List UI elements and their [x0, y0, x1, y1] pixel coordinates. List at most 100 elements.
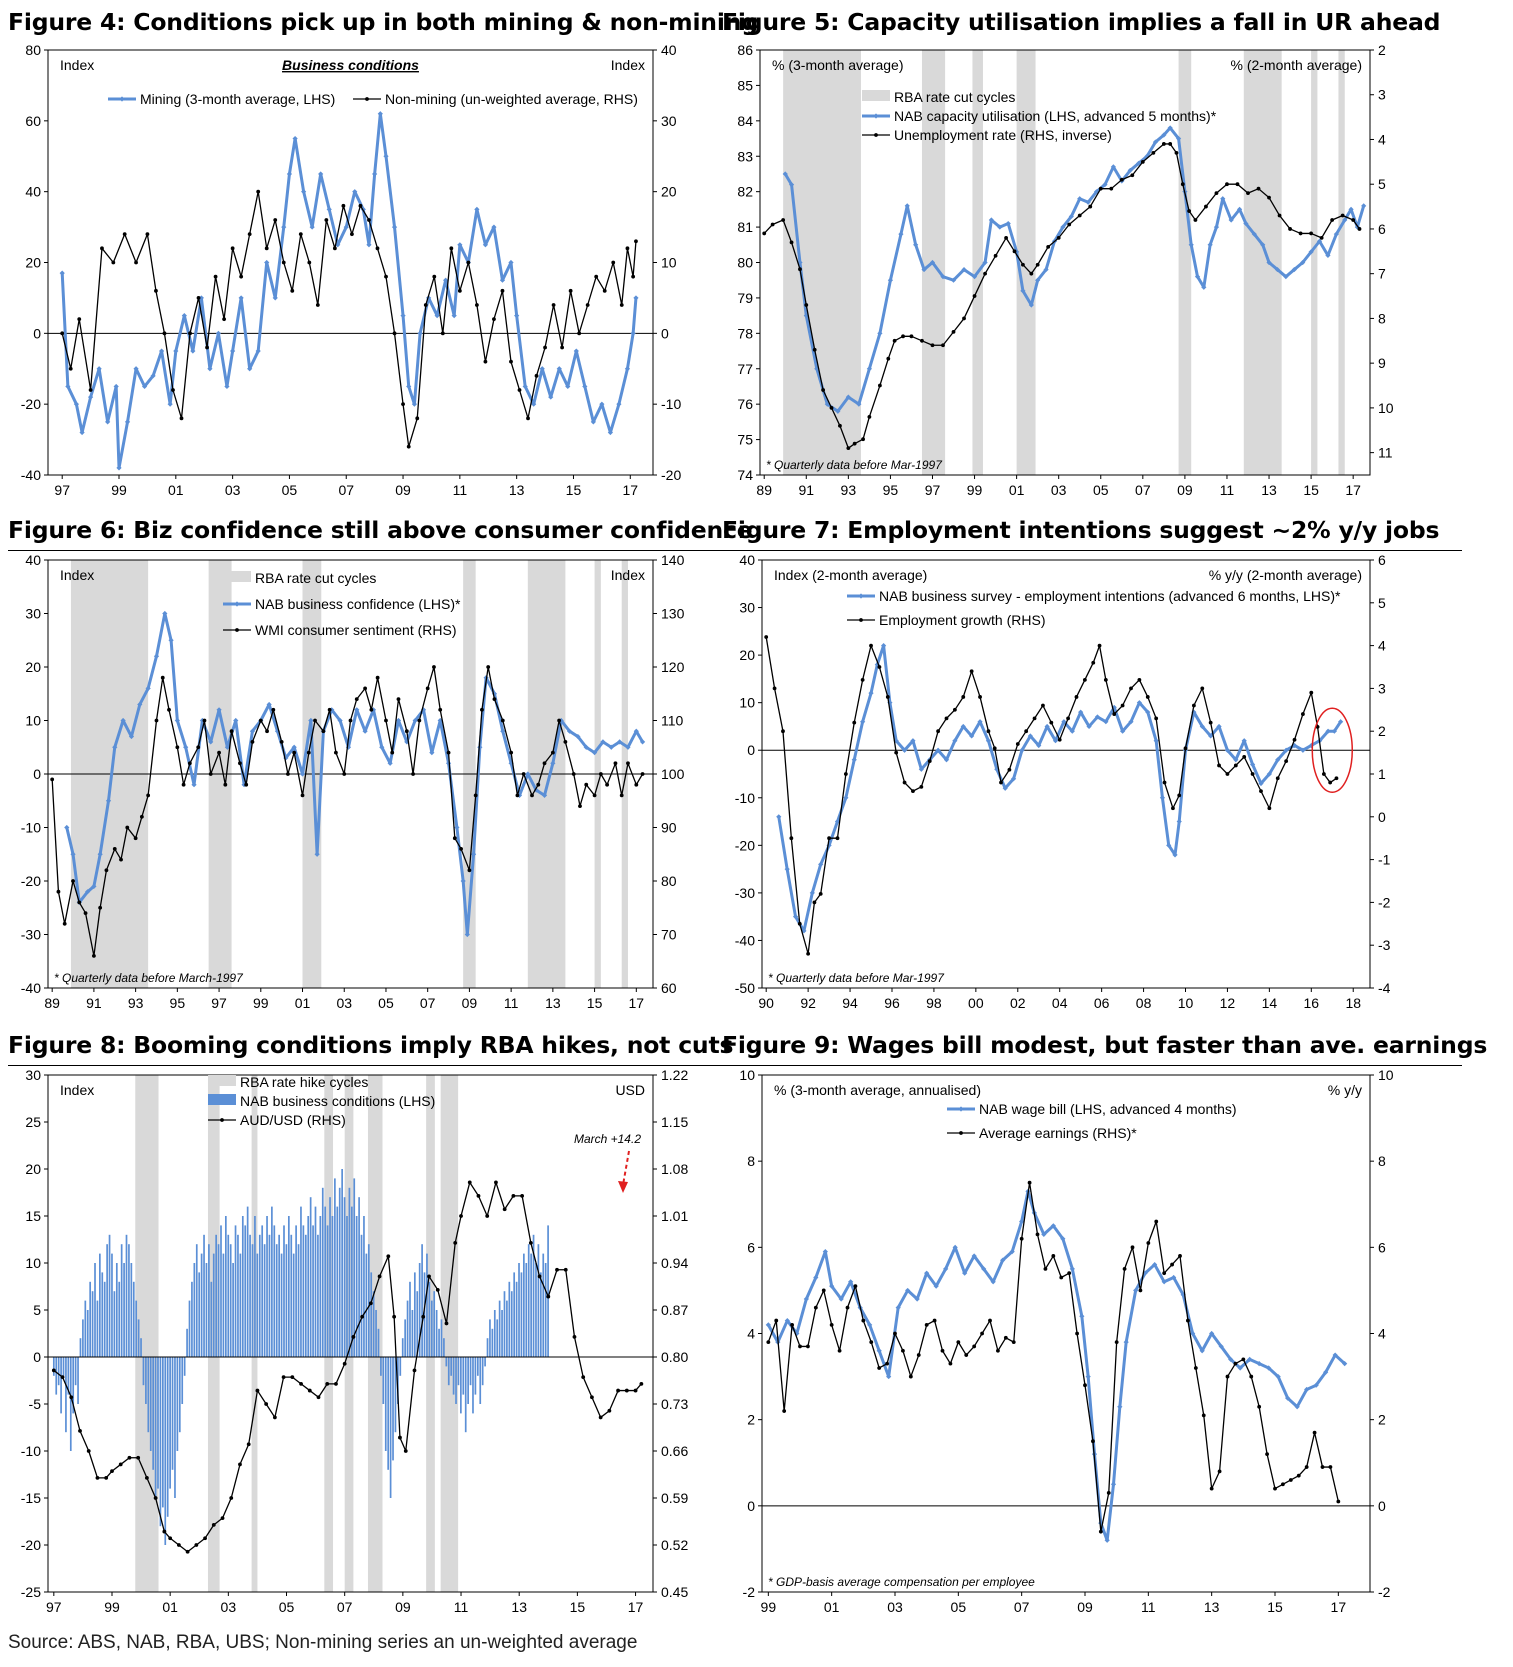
- data-point: [264, 259, 270, 266]
- bar-185: [501, 1310, 503, 1357]
- x-tick-label: 97: [925, 482, 941, 498]
- data-point: [560, 345, 565, 350]
- bar-44: [159, 1357, 162, 1527]
- data-point: [1309, 690, 1314, 695]
- data-point: [392, 1314, 397, 1319]
- data-point: [986, 729, 991, 734]
- data-point: [406, 383, 412, 390]
- data-point: [1136, 160, 1142, 166]
- y-left-tick-label: -20: [21, 1537, 41, 1553]
- data-point: [1066, 716, 1070, 721]
- legend-swatch-marker: [220, 1118, 224, 1122]
- data-point: [264, 1402, 269, 1406]
- data-point: [300, 793, 305, 798]
- y-left-tick-label: -40: [21, 467, 41, 483]
- data-point: [1190, 1330, 1196, 1337]
- x-tick-label: 09: [462, 995, 478, 1011]
- bar-3: [60, 1357, 62, 1414]
- y-left-tick-label: 80: [737, 255, 753, 271]
- x-tick-label: 99: [104, 1599, 120, 1615]
- data-point: [1309, 231, 1314, 236]
- data-point: [1332, 1352, 1338, 1358]
- data-point: [1178, 1254, 1182, 1258]
- legend: RBA rate cut cycles NAB capacity utilisat…: [862, 89, 1217, 143]
- bar-27: [118, 1281, 121, 1357]
- data-point: [299, 1381, 303, 1386]
- data-point: [806, 951, 811, 956]
- x-tick-label: 01: [1009, 482, 1025, 498]
- data-point: [543, 345, 547, 350]
- data-point: [514, 313, 520, 319]
- bar-69: [220, 1225, 222, 1357]
- bar-49: [171, 1357, 174, 1470]
- data-point: [1170, 1262, 1174, 1267]
- data-point: [935, 747, 941, 753]
- footnote: * GDP-basis average compensation per emp…: [768, 1575, 1035, 1589]
- bar-35: [137, 1319, 140, 1357]
- data-point: [1325, 252, 1331, 259]
- data-point: [247, 366, 253, 372]
- bar-7: [69, 1357, 72, 1451]
- y-left-tick-label: 82: [737, 184, 753, 200]
- data-point: [598, 772, 603, 776]
- data-point: [877, 383, 882, 388]
- data-point: [324, 218, 329, 222]
- data-point: [354, 697, 359, 701]
- legend: NAB wage bill (LHS, advanced 4 months) Av…: [947, 1101, 1237, 1141]
- data-point: [264, 246, 269, 251]
- bar-13: [84, 1300, 87, 1357]
- data-point: [613, 761, 618, 766]
- x-tick-label: 17: [622, 482, 638, 498]
- y-right-tick-label: -1: [1378, 852, 1391, 868]
- data-point: [255, 1388, 260, 1393]
- x-tick-label: 07: [420, 995, 436, 1011]
- data-point: [789, 240, 794, 245]
- data-point: [867, 1322, 873, 1328]
- figure-9-title: Figure 9: Wages bill modest, but faster …: [722, 1025, 1487, 1066]
- data-point: [1209, 1330, 1215, 1337]
- data-point: [886, 1373, 892, 1380]
- data-point: [387, 760, 393, 766]
- data-point: [301, 189, 307, 195]
- y-right-tick-label: 8: [1378, 310, 1386, 326]
- x-tick-label: 07: [338, 482, 354, 498]
- data-point: [112, 847, 117, 851]
- data-point: [932, 1318, 937, 1323]
- x-tick-label: 13: [545, 995, 561, 1011]
- legend-label: Average earnings (RHS)*: [979, 1125, 1137, 1141]
- bar-132: [372, 1291, 375, 1357]
- bar-57: [191, 1281, 193, 1357]
- legend-label: Employment growth (RHS): [879, 612, 1046, 628]
- bar-8: [72, 1357, 75, 1414]
- data-point: [1002, 785, 1008, 791]
- data-point: [536, 782, 541, 787]
- data-point: [846, 446, 851, 451]
- data-point: [901, 1348, 905, 1353]
- bar-16: [91, 1291, 94, 1357]
- y-left-axis-label: Index: [60, 1082, 94, 1098]
- data-point: [1201, 1413, 1206, 1418]
- data-point: [265, 729, 269, 734]
- shade-band-7: [440, 1075, 459, 1592]
- data-point: [1224, 747, 1231, 753]
- x-tick-label: 05: [279, 1599, 295, 1615]
- data-point: [1091, 660, 1096, 665]
- bar-97: [287, 1216, 290, 1357]
- data-point: [856, 401, 862, 407]
- data-point: [352, 189, 358, 195]
- bar-32: [130, 1263, 133, 1357]
- data-point: [500, 718, 505, 723]
- data-point: [480, 707, 484, 712]
- data-point: [110, 1469, 114, 1474]
- bar-150: [416, 1291, 419, 1357]
- x-tick-label: 05: [378, 995, 394, 1011]
- data-point: [556, 366, 562, 372]
- y-left-tick-label: 2: [747, 1412, 755, 1428]
- y-right-tick-label: 5: [1378, 595, 1386, 611]
- data-point: [575, 733, 581, 740]
- y-right-tick-label: 1.22: [661, 1067, 688, 1083]
- data-point: [292, 135, 298, 142]
- x-tick-label: 97: [54, 482, 70, 498]
- shade-band-6: [426, 1075, 435, 1592]
- shade-band-6: [1311, 50, 1318, 475]
